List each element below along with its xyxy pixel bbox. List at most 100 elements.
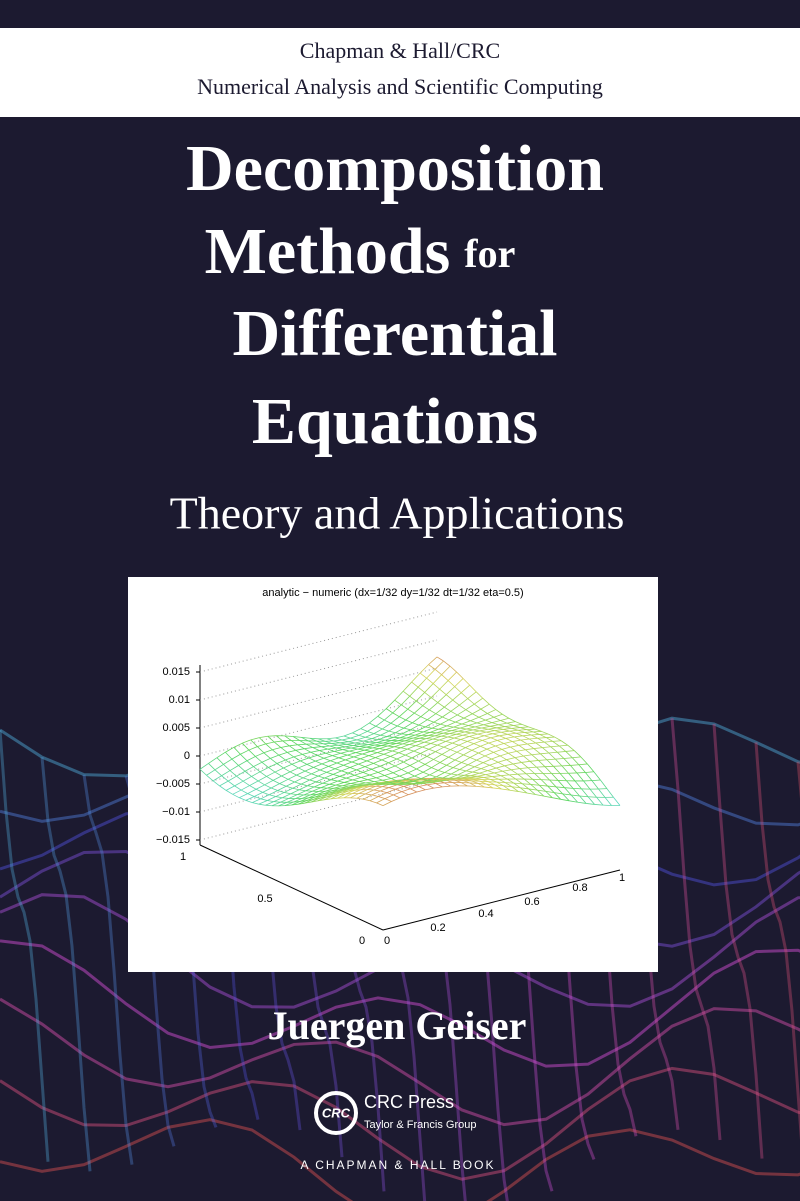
surface-line bbox=[225, 746, 235, 753]
surface-line bbox=[382, 778, 392, 781]
surface-line bbox=[502, 769, 512, 772]
surface-line bbox=[439, 680, 449, 690]
surface-line bbox=[381, 759, 389, 764]
surface-line bbox=[288, 794, 298, 799]
surface-line bbox=[569, 800, 578, 803]
surface-line bbox=[469, 757, 477, 761]
surface-line bbox=[265, 804, 272, 807]
surface-line bbox=[327, 748, 335, 752]
surface-line bbox=[380, 787, 389, 792]
surface-line bbox=[333, 739, 343, 742]
surface-line bbox=[488, 727, 497, 730]
surface-line bbox=[496, 765, 505, 769]
surface-line bbox=[548, 751, 558, 754]
title-word: Methods bbox=[205, 215, 451, 288]
surface-line bbox=[416, 768, 424, 773]
surface-line bbox=[494, 770, 503, 774]
surface-line bbox=[307, 781, 317, 787]
surface-line bbox=[489, 703, 497, 710]
surface-line bbox=[471, 732, 478, 735]
surface-line bbox=[412, 722, 420, 726]
surface-line bbox=[327, 791, 337, 796]
surface-line bbox=[338, 757, 346, 761]
surface-line bbox=[334, 768, 342, 772]
surface-line bbox=[342, 749, 350, 752]
surface-line bbox=[308, 755, 318, 759]
surface-line bbox=[263, 752, 271, 759]
surface-line bbox=[233, 742, 243, 748]
surface-line bbox=[451, 730, 459, 732]
surface-line bbox=[309, 737, 317, 742]
surface-line bbox=[367, 725, 377, 732]
surface-line bbox=[537, 737, 545, 743]
surface-line bbox=[255, 784, 265, 790]
surface-line bbox=[474, 726, 482, 729]
surface-line bbox=[244, 766, 254, 772]
surface-line bbox=[267, 800, 274, 802]
surface-line bbox=[557, 751, 565, 759]
surface-line bbox=[541, 731, 549, 735]
surface-line bbox=[511, 786, 521, 789]
surface-line bbox=[449, 733, 457, 735]
surface-line bbox=[506, 757, 516, 761]
surface-line bbox=[395, 788, 402, 792]
surface-line bbox=[460, 782, 468, 787]
surface-line bbox=[371, 765, 381, 770]
surface-line bbox=[518, 743, 528, 746]
surface-line bbox=[364, 749, 371, 752]
surface-line bbox=[216, 757, 224, 765]
surface-line bbox=[399, 716, 407, 721]
surface-line bbox=[463, 754, 471, 758]
surface-line bbox=[486, 730, 495, 733]
surface-line bbox=[349, 750, 356, 753]
surface-line bbox=[382, 801, 392, 806]
z-tick-label: 0.015 bbox=[162, 666, 190, 678]
surface-line bbox=[310, 791, 319, 796]
surface-line bbox=[365, 789, 374, 795]
surface-line bbox=[427, 776, 437, 781]
surface-line bbox=[416, 730, 424, 733]
surface-line bbox=[509, 729, 519, 732]
surface-line bbox=[545, 737, 553, 742]
surface-line bbox=[552, 741, 560, 747]
surface-line bbox=[543, 795, 553, 799]
surface-line bbox=[208, 763, 216, 771]
surface-line bbox=[570, 764, 579, 766]
surface-line bbox=[401, 733, 409, 736]
surface-line bbox=[466, 728, 474, 731]
surface-line bbox=[556, 786, 565, 789]
publisher: Chapman & Hall/CRC bbox=[300, 38, 500, 63]
surface-line bbox=[500, 774, 510, 777]
surface-line bbox=[476, 719, 486, 724]
surface-line bbox=[470, 716, 480, 722]
surface-line bbox=[423, 731, 431, 733]
surface-line bbox=[240, 753, 248, 762]
surface-line bbox=[449, 774, 458, 779]
surface-line bbox=[331, 779, 338, 782]
surface-line bbox=[420, 748, 430, 754]
surface-line bbox=[512, 763, 520, 769]
surface-line bbox=[481, 779, 489, 783]
surface-line bbox=[481, 768, 488, 771]
surface-line bbox=[269, 794, 276, 797]
surface-line bbox=[403, 757, 413, 763]
surface-line bbox=[419, 672, 427, 679]
surface-line bbox=[493, 751, 501, 757]
surface-line bbox=[265, 801, 274, 806]
surface-line bbox=[284, 735, 294, 737]
surface-line bbox=[426, 677, 434, 684]
surface-line bbox=[534, 773, 542, 780]
surface-line bbox=[371, 738, 379, 740]
surface-line bbox=[325, 787, 334, 792]
surface-line bbox=[357, 746, 367, 750]
surface-line bbox=[315, 760, 323, 765]
surface-line bbox=[552, 740, 562, 742]
surface-line bbox=[523, 755, 531, 762]
surface-line bbox=[363, 794, 373, 800]
surface-line bbox=[474, 766, 482, 769]
surface-line bbox=[586, 803, 595, 805]
surface-line bbox=[509, 730, 517, 734]
surface-line bbox=[297, 744, 305, 750]
surface-line bbox=[335, 782, 345, 786]
surface-line bbox=[397, 719, 407, 727]
